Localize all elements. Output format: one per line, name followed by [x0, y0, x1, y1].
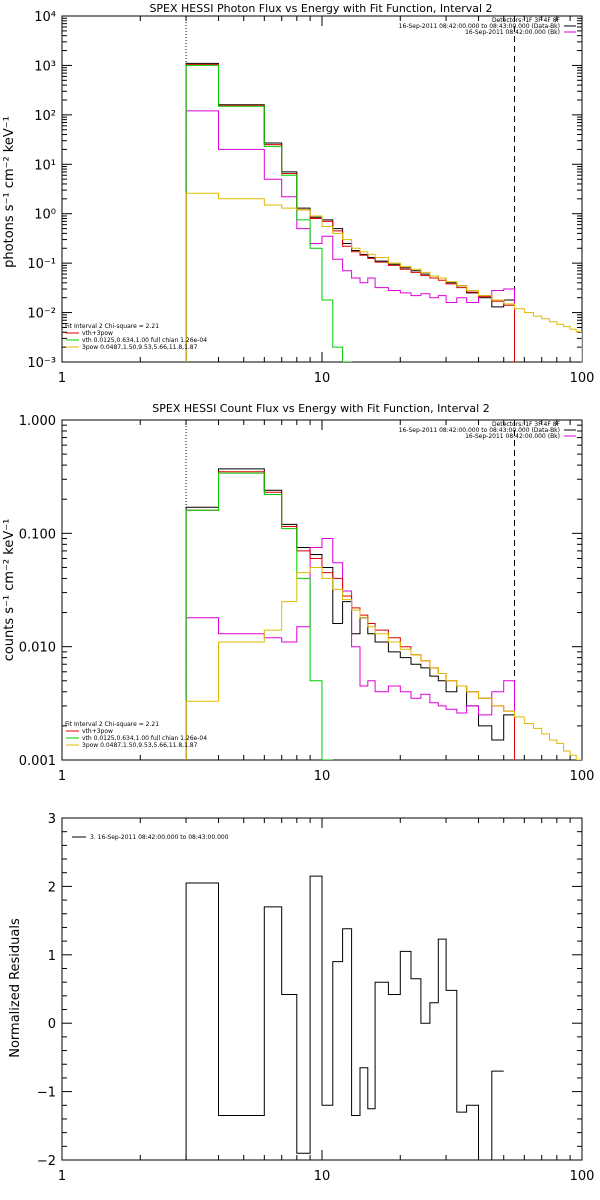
y-tick-label: 1.000 [19, 414, 56, 429]
header-line: Detectors: 1F 3F 4F 8F [492, 17, 561, 24]
fit-info-line: vth+3pow [82, 728, 113, 735]
header-line: Detectors: 1F 3F 4F 8F [492, 421, 561, 428]
count-flux-plot-area: 1 10 100 0.001 0.010 0.100 1.000 [19, 414, 595, 784]
header-line: 16-Sep-2011 08:42:00.000 to 08:43:00.000… [399, 23, 560, 30]
y-tick-label: −1 [37, 1086, 56, 1101]
y-tick-label: 1 [48, 949, 56, 964]
photon-flux-panel: SPEX HESSI Photon Flux vs Energy with Fi… [2, 2, 594, 386]
residuals-plot-area: 1 10 100 −2 −1 0 1 2 3 [37, 812, 595, 1184]
x-tick-label: 10 [314, 371, 331, 386]
y-tick-label: 0.010 [19, 641, 56, 656]
series-3pow [185, 567, 582, 760]
series-bk [185, 538, 515, 760]
series-3pow [185, 192, 582, 362]
header-line: 16-Sep-2011 08:42:00.000 (Bk) [465, 29, 560, 36]
count-flux-fit-info: Fit Interval 2 Chi-square = 2.21vth+3pow… [65, 721, 207, 749]
photon-flux-y-axis-label: photons s⁻¹ cm⁻² keV⁻¹ [2, 116, 17, 268]
x-tick-label: 10 [314, 769, 331, 784]
y-tick-label: 10⁻³ [27, 356, 56, 371]
fit-info-line: 3pow 0.0487,1.50,9.53,5.66,11.8,1.87 [82, 344, 198, 351]
header-line: 16-Sep-2011 08:42:00.000 (Bk) [465, 433, 560, 440]
series-3-16-sep-2011-08-42-00-000-to-08-43-00-000 [185, 875, 504, 1160]
x-tick-label: 1 [58, 769, 66, 784]
photon-flux-fit-info: Fit Interval 2 Chi-square = 2.21vth+3pow… [65, 323, 207, 351]
y-tick-label: 10⁴ [34, 10, 56, 25]
fit-info-line: vth 0.0125,0.634,1.00 full chian 1.26e-0… [82, 337, 207, 344]
y-tick-label: 0 [48, 1017, 56, 1032]
y-tick-label: 10⁻² [27, 307, 56, 322]
fit-info-line: Fit Interval 2 Chi-square = 2.21 [65, 323, 159, 330]
y-tick-label: 10⁰ [34, 208, 56, 223]
series-bk [185, 110, 515, 362]
residuals-panel: Normalized Residuals 1 10 100 −2 −1 0 1 2 3 3. 1… [8, 812, 594, 1184]
y-tick-label: 10⁻¹ [27, 257, 56, 272]
y-tick-label: 10¹ [34, 158, 56, 173]
y-tick-label: −2 [37, 1154, 56, 1169]
series-vth [185, 472, 333, 760]
residuals-legend-label: 3. 16-Sep-2011 08:42:00.000 to 08:43:00.… [90, 834, 229, 841]
x-tick-label: 1 [58, 371, 66, 386]
x-tick-label: 10 [314, 1169, 331, 1184]
fit-info-line: vth 0.0125,0.634,1.00 full chian 1.26e-0… [82, 735, 207, 742]
count-flux-panel: SPEX HESSI Count Flux vs Energy with Fit… [2, 402, 594, 784]
photon-flux-title: SPEX HESSI Photon Flux vs Energy with Fi… [149, 2, 492, 15]
series-vth [185, 64, 352, 362]
fit-info-line: Fit Interval 2 Chi-square = 2.21 [65, 721, 159, 728]
header-line: 16-Sep-2011 08:42:00.000 to 08:43:00.000… [399, 427, 560, 434]
fit-info-line: 3pow 0.0487,1.50,9.53,5.66,11.8,1.87 [82, 742, 198, 749]
fit-info-line: vth+3pow [82, 330, 113, 337]
x-tick-label: 100 [570, 769, 595, 784]
residuals-y-axis-label: Normalized Residuals [8, 918, 23, 1058]
photon-flux-plot-area: 1 10 100 10⁻³ 10⁻² 10⁻¹ 10⁰ 10¹ 10² 10³ 10⁴ [27, 10, 594, 386]
x-tick-label: 1 [58, 1169, 66, 1184]
y-tick-label: 10³ [34, 59, 56, 74]
count-flux-title: SPEX HESSI Count Flux vs Energy with Fit… [152, 402, 489, 415]
y-tick-label: 2 [48, 880, 56, 895]
series-vth-3pow [185, 471, 515, 760]
y-tick-label: 0.100 [19, 527, 56, 542]
x-tick-label: 100 [570, 1169, 595, 1184]
x-tick-label: 100 [570, 371, 595, 386]
series-vth-3pow [185, 63, 515, 362]
plot-frame [61, 15, 583, 363]
series-data-bk [185, 468, 515, 760]
y-tick-label: 10² [34, 109, 56, 124]
y-tick-label: 3 [48, 812, 56, 827]
count-flux-y-axis-label: counts s⁻¹ cm⁻² keV⁻¹ [2, 519, 17, 662]
residuals-legend: 3. 16-Sep-2011 08:42:00.000 to 08:43:00.… [72, 834, 229, 841]
series-data-bk [185, 62, 515, 362]
y-tick-label: 0.001 [19, 754, 56, 769]
